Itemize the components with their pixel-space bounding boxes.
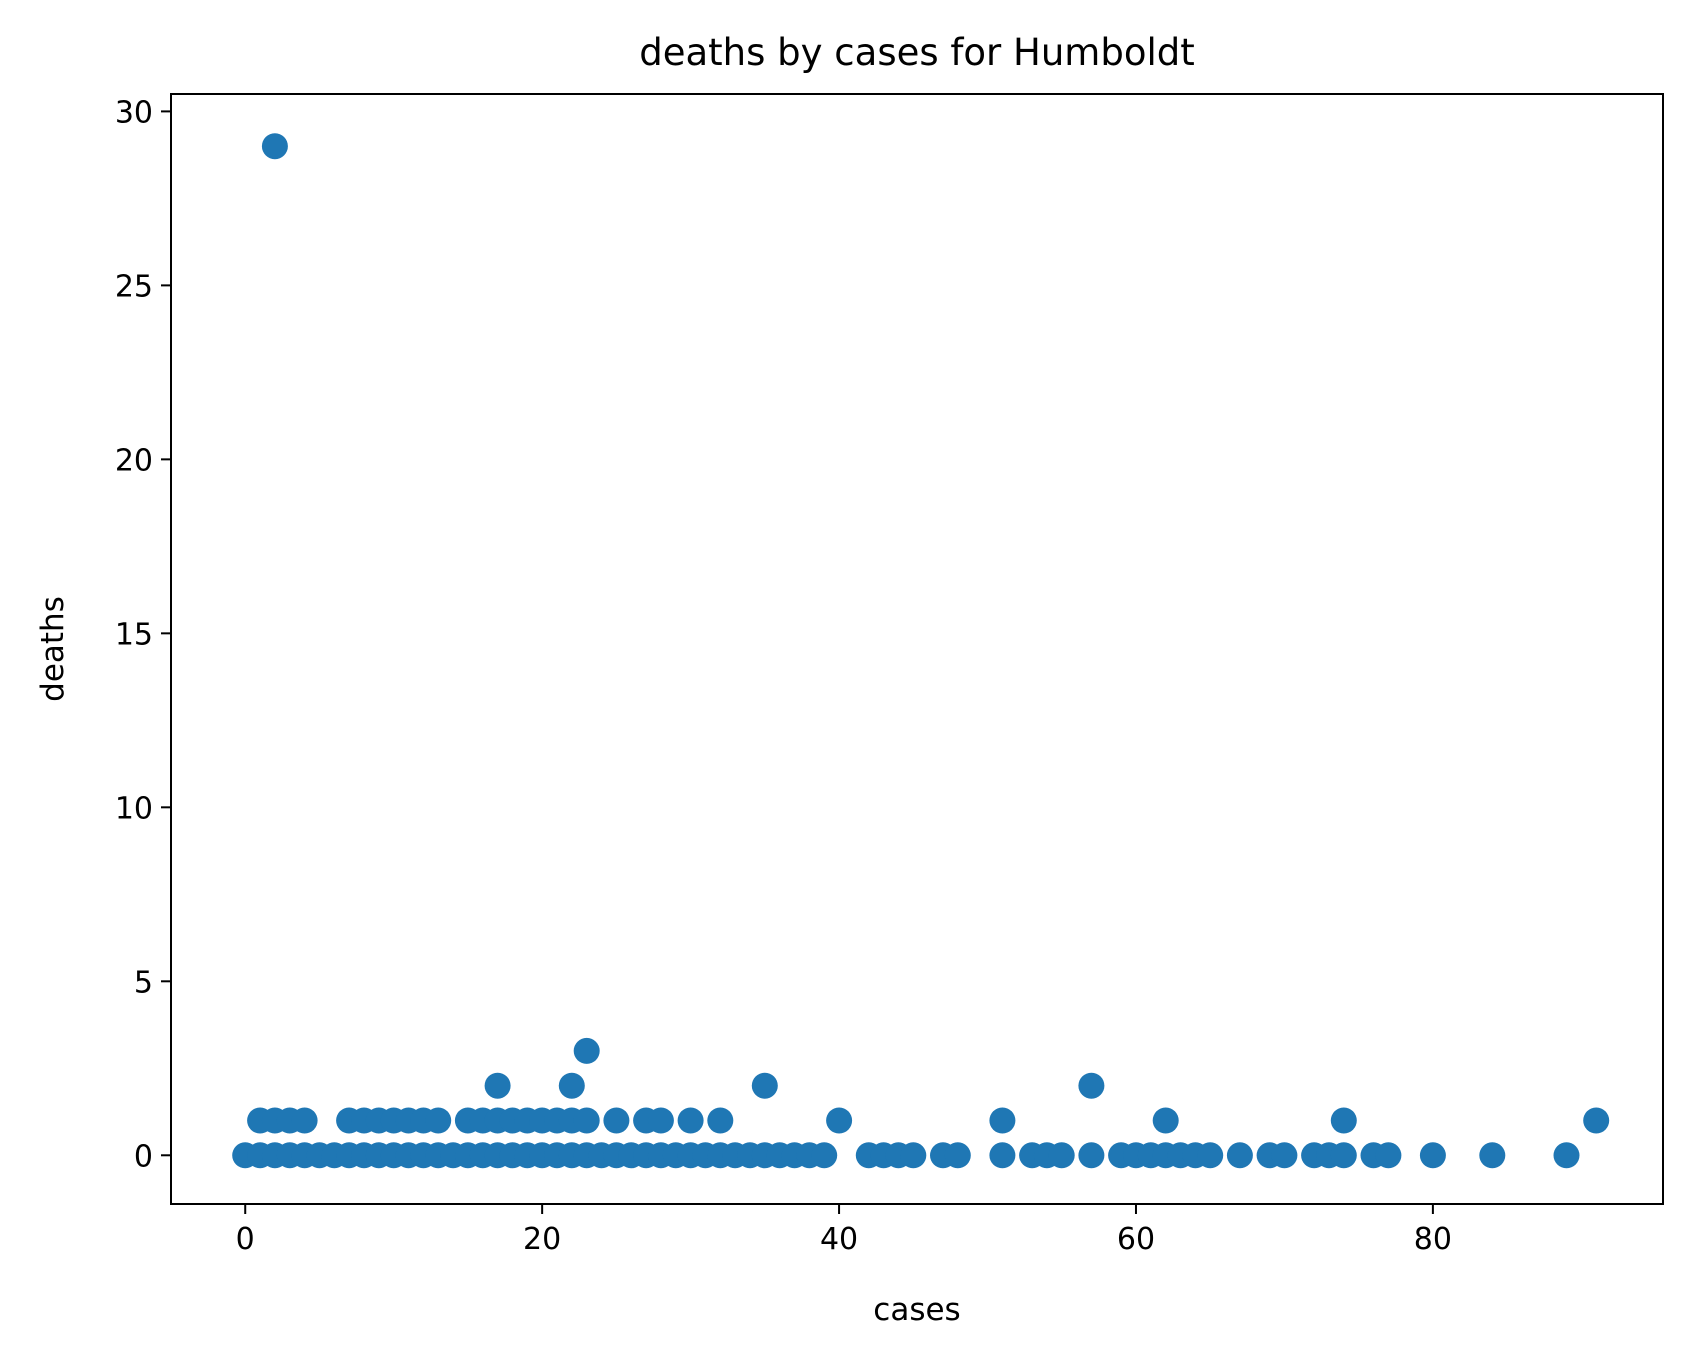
x-axis-ticks: 0 20 40 60 80 — [236, 1204, 1452, 1257]
scatter-point — [1330, 1142, 1357, 1169]
scatter-point — [603, 1107, 630, 1134]
x-axis-label: cases — [873, 1292, 960, 1328]
points-layer — [232, 133, 1610, 1169]
y-tick-label: 30 — [115, 95, 153, 130]
scatter-point — [1078, 1142, 1105, 1169]
scatter-point — [558, 1072, 585, 1099]
scatter-point — [811, 1142, 838, 1169]
scatter-point — [944, 1142, 971, 1169]
y-tick-label: 25 — [115, 269, 153, 304]
y-tick-label: 10 — [115, 791, 153, 826]
chart-title: deaths by cases for Humboldt — [639, 31, 1195, 74]
x-tick-label: 40 — [820, 1222, 858, 1257]
x-tick-label: 80 — [1414, 1222, 1452, 1257]
scatter-point — [1226, 1142, 1253, 1169]
scatter-point — [1553, 1142, 1580, 1169]
scatter-point — [1330, 1107, 1357, 1134]
scatter-point — [826, 1107, 853, 1134]
scatter-point — [707, 1107, 734, 1134]
scatter-point — [989, 1107, 1016, 1134]
y-tick-label: 15 — [115, 617, 153, 652]
y-axis-label: deaths — [35, 596, 71, 702]
x-tick-label: 0 — [236, 1222, 255, 1257]
y-axis-ticks: 0 5 10 15 20 25 30 — [115, 95, 171, 1174]
scatter-point — [425, 1107, 452, 1134]
scatter-point — [1419, 1142, 1446, 1169]
y-tick-label: 0 — [134, 1139, 153, 1174]
y-tick-label: 20 — [115, 443, 153, 478]
plot-frame — [170, 93, 1664, 1205]
scatter-point — [1271, 1142, 1298, 1169]
scatter-point — [291, 1107, 318, 1134]
y-tick-label: 5 — [134, 965, 153, 1000]
x-tick-label: 20 — [523, 1222, 561, 1257]
scatter-point — [261, 133, 288, 160]
x-tick-label: 60 — [1117, 1222, 1155, 1257]
scatter-point — [900, 1142, 927, 1169]
scatter-point — [989, 1142, 1016, 1169]
scatter-point — [1197, 1142, 1224, 1169]
scatter-point — [677, 1107, 704, 1134]
scatter-point — [647, 1107, 674, 1134]
scatter-point — [751, 1072, 778, 1099]
scatter-point — [1078, 1072, 1105, 1099]
scatter-point — [1048, 1142, 1075, 1169]
scatter-point — [1152, 1107, 1179, 1134]
scatter-point — [573, 1107, 600, 1134]
scatter-point — [1583, 1107, 1610, 1134]
scatter-point — [1479, 1142, 1506, 1169]
scatter-point — [1375, 1142, 1402, 1169]
scatter-point — [573, 1037, 600, 1064]
scatter-point — [484, 1072, 511, 1099]
